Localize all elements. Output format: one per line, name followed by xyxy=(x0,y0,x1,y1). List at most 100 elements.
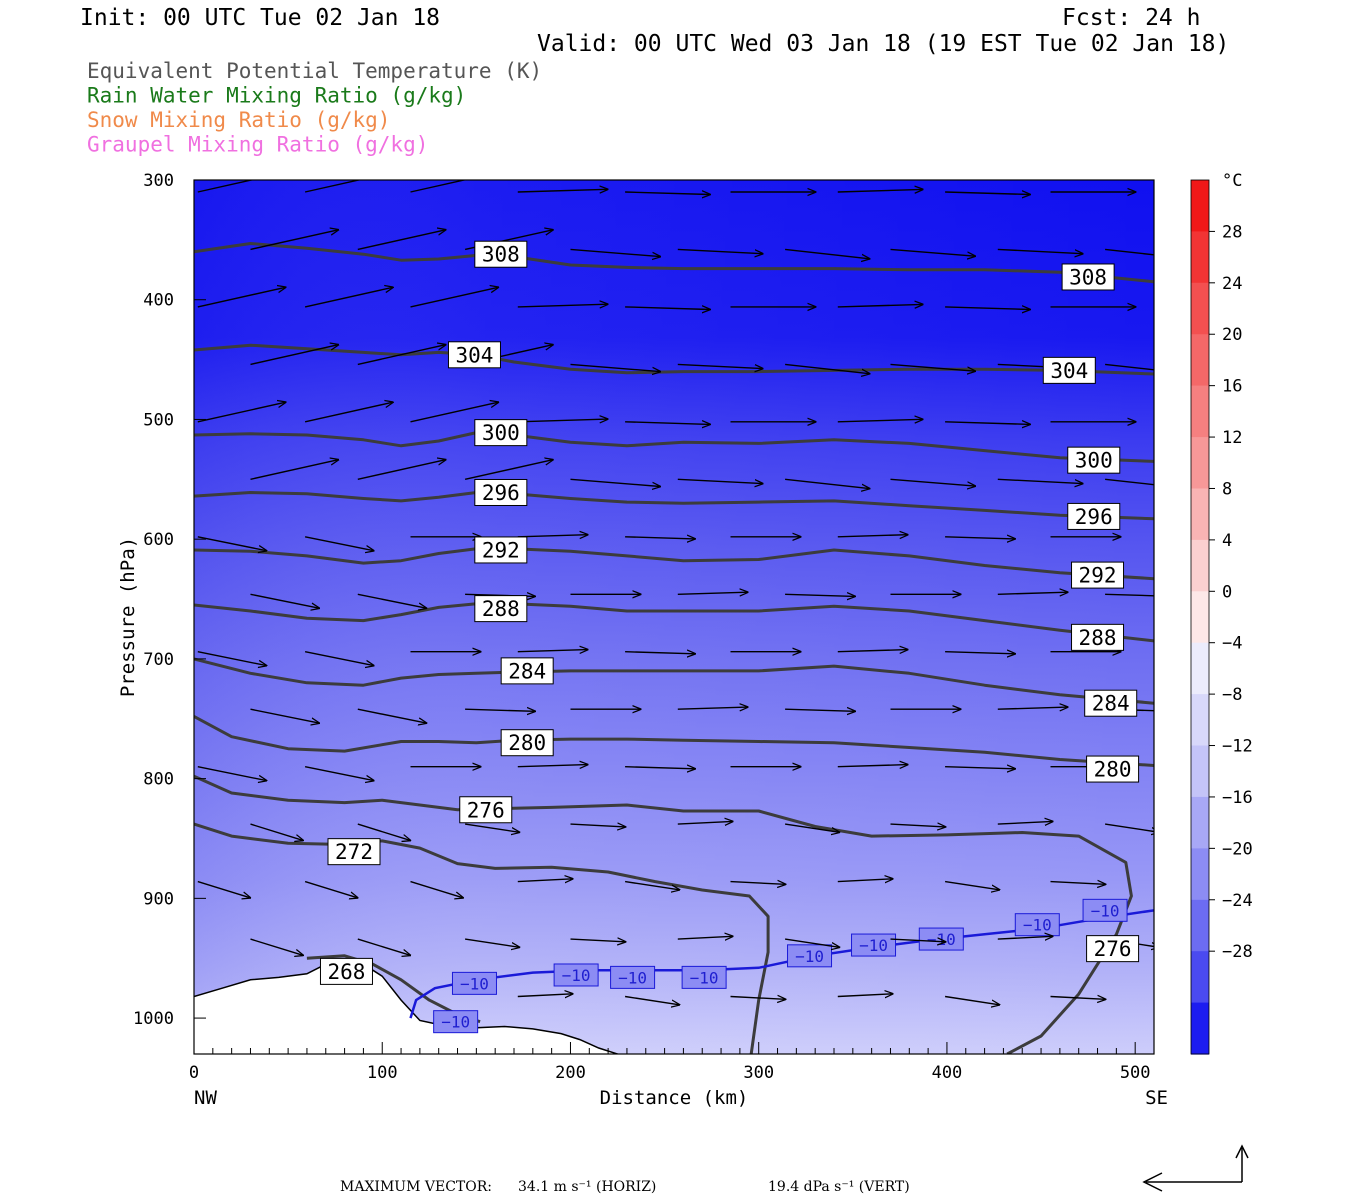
wind-vector xyxy=(625,307,710,310)
x-tick-label: 200 xyxy=(555,1063,586,1083)
contour-label-text: 296 xyxy=(482,481,520,505)
contour-label-272: 272 xyxy=(327,838,381,866)
max-vector-horizontal: 34.1 m s⁻¹ (HORIZ) xyxy=(518,1179,656,1195)
colorbar-swatch xyxy=(1191,180,1209,232)
colorbar-label: 16 xyxy=(1222,377,1242,397)
contour-label-text: 304 xyxy=(1050,359,1088,383)
wind-vector xyxy=(517,535,588,537)
wind-vector xyxy=(517,994,573,997)
contour-label-296: 296 xyxy=(474,478,528,506)
wind-vector xyxy=(785,478,869,488)
wind-vector xyxy=(785,594,855,596)
wind-vector xyxy=(944,880,999,890)
wind-vector xyxy=(304,880,358,898)
contour-label-292: 292 xyxy=(1071,561,1125,589)
wind-vector xyxy=(784,938,839,947)
contour-label-300: 300 xyxy=(1067,446,1121,474)
isotherm-label: −10 xyxy=(610,965,656,989)
wind-vector xyxy=(250,230,339,251)
colorbar-swatch xyxy=(1191,437,1209,490)
wind-vector xyxy=(1105,248,1154,256)
wind-vector xyxy=(730,997,786,1000)
contour-label-304: 304 xyxy=(447,341,501,369)
wind-vector xyxy=(304,402,393,423)
colorbar-swatch xyxy=(1191,334,1209,387)
wind-vector xyxy=(997,248,1083,253)
wind-vector xyxy=(837,535,908,537)
wind-vector xyxy=(1105,593,1154,597)
wind-vector xyxy=(517,650,588,652)
wind-vector xyxy=(1050,997,1106,1000)
colorbar-label: 24 xyxy=(1222,274,1242,294)
temperature-fill-west-shading xyxy=(194,180,1154,1054)
contour-label-text: 276 xyxy=(467,798,505,822)
wind-vector xyxy=(197,180,255,193)
wind-vector xyxy=(624,995,679,1005)
wind-vector xyxy=(357,460,446,480)
colorbar-swatch xyxy=(1191,642,1209,695)
contour-label-268: 268 xyxy=(319,957,373,985)
wind-vector xyxy=(465,709,535,711)
init-time: Init: 00 UTC Tue 02 Jan 18 xyxy=(80,5,440,31)
wind-vector xyxy=(677,707,748,709)
contour-label-280: 280 xyxy=(500,729,554,757)
theta-e-contour-284 xyxy=(194,657,1154,705)
contour-label-280: 280 xyxy=(1086,755,1140,783)
contour-label-308: 308 xyxy=(474,240,528,268)
wind-vector xyxy=(250,708,320,723)
colorbar-unit: °C xyxy=(1222,171,1242,191)
wind-vector xyxy=(304,651,374,666)
colorbar-label: −8 xyxy=(1222,685,1242,705)
wind-vector xyxy=(1104,823,1154,832)
wind-vector xyxy=(997,707,1068,709)
colorbar-swatch xyxy=(1191,591,1209,644)
max-vector-vertical: 19.4 dPa s⁻¹ (VERT) xyxy=(768,1179,910,1195)
wind-vector xyxy=(250,938,304,955)
wind-vector xyxy=(304,766,374,781)
wind-vector xyxy=(197,651,267,666)
isotherm-label-text: −10 xyxy=(562,966,591,985)
colorbar-label: 8 xyxy=(1222,479,1232,499)
colorbar-swatch xyxy=(1191,385,1209,438)
wind-vector xyxy=(785,363,869,373)
wind-vector xyxy=(410,180,468,193)
contour-label-292: 292 xyxy=(474,536,528,564)
max-vector-label: MAXIMUM VECTOR: xyxy=(340,1179,492,1195)
wind-vector xyxy=(517,419,608,422)
x-axis: 0 100 200 300 400 500 xyxy=(189,1042,1155,1083)
wind-vector xyxy=(464,938,519,947)
contour-label-text: 292 xyxy=(482,538,520,562)
wind-vector xyxy=(784,823,839,832)
wind-vector xyxy=(464,823,519,832)
y-tick-label: 800 xyxy=(143,770,174,790)
wind-vector xyxy=(357,708,427,723)
wind-vector xyxy=(357,823,411,840)
wind-vector xyxy=(517,765,588,767)
isotherm-label: −10 xyxy=(451,971,497,995)
isotherm-label: −10 xyxy=(1014,913,1060,937)
isotherm-label-text: −10 xyxy=(690,968,719,987)
colorbar-swatch xyxy=(1191,848,1209,901)
colorbar-label: 4 xyxy=(1222,531,1232,551)
wind-vector xyxy=(304,536,374,551)
plot-frame xyxy=(193,179,1155,1055)
colorbar-swatch xyxy=(1191,539,1209,592)
y-tick-label: 500 xyxy=(143,410,174,430)
isotherm-label: −10 xyxy=(918,927,964,951)
contour-label-text: 280 xyxy=(1094,758,1132,782)
theta-e-contour-304 xyxy=(194,343,1154,376)
wind-vector xyxy=(785,709,855,711)
reference-vector-icon xyxy=(1142,1144,1249,1192)
isotherm-label: −10 xyxy=(1082,898,1128,922)
plot-area: −10 −10 −10 −10 −10 −10 −10 −10 −10 −10 308 308 304… xyxy=(194,180,1154,1054)
x-tick-label: 100 xyxy=(367,1063,398,1083)
contour-label-276: 276 xyxy=(1086,935,1140,963)
wind-vector xyxy=(304,287,393,308)
wind-vector xyxy=(197,402,286,423)
colorbar-label: −28 xyxy=(1222,942,1253,962)
colorbar-swatch xyxy=(1191,1002,1209,1055)
wind-vector xyxy=(357,230,446,251)
isotherm-label: −10 xyxy=(681,965,727,989)
y-tick-label: 900 xyxy=(143,889,174,909)
contour-label-288: 288 xyxy=(1071,623,1125,651)
